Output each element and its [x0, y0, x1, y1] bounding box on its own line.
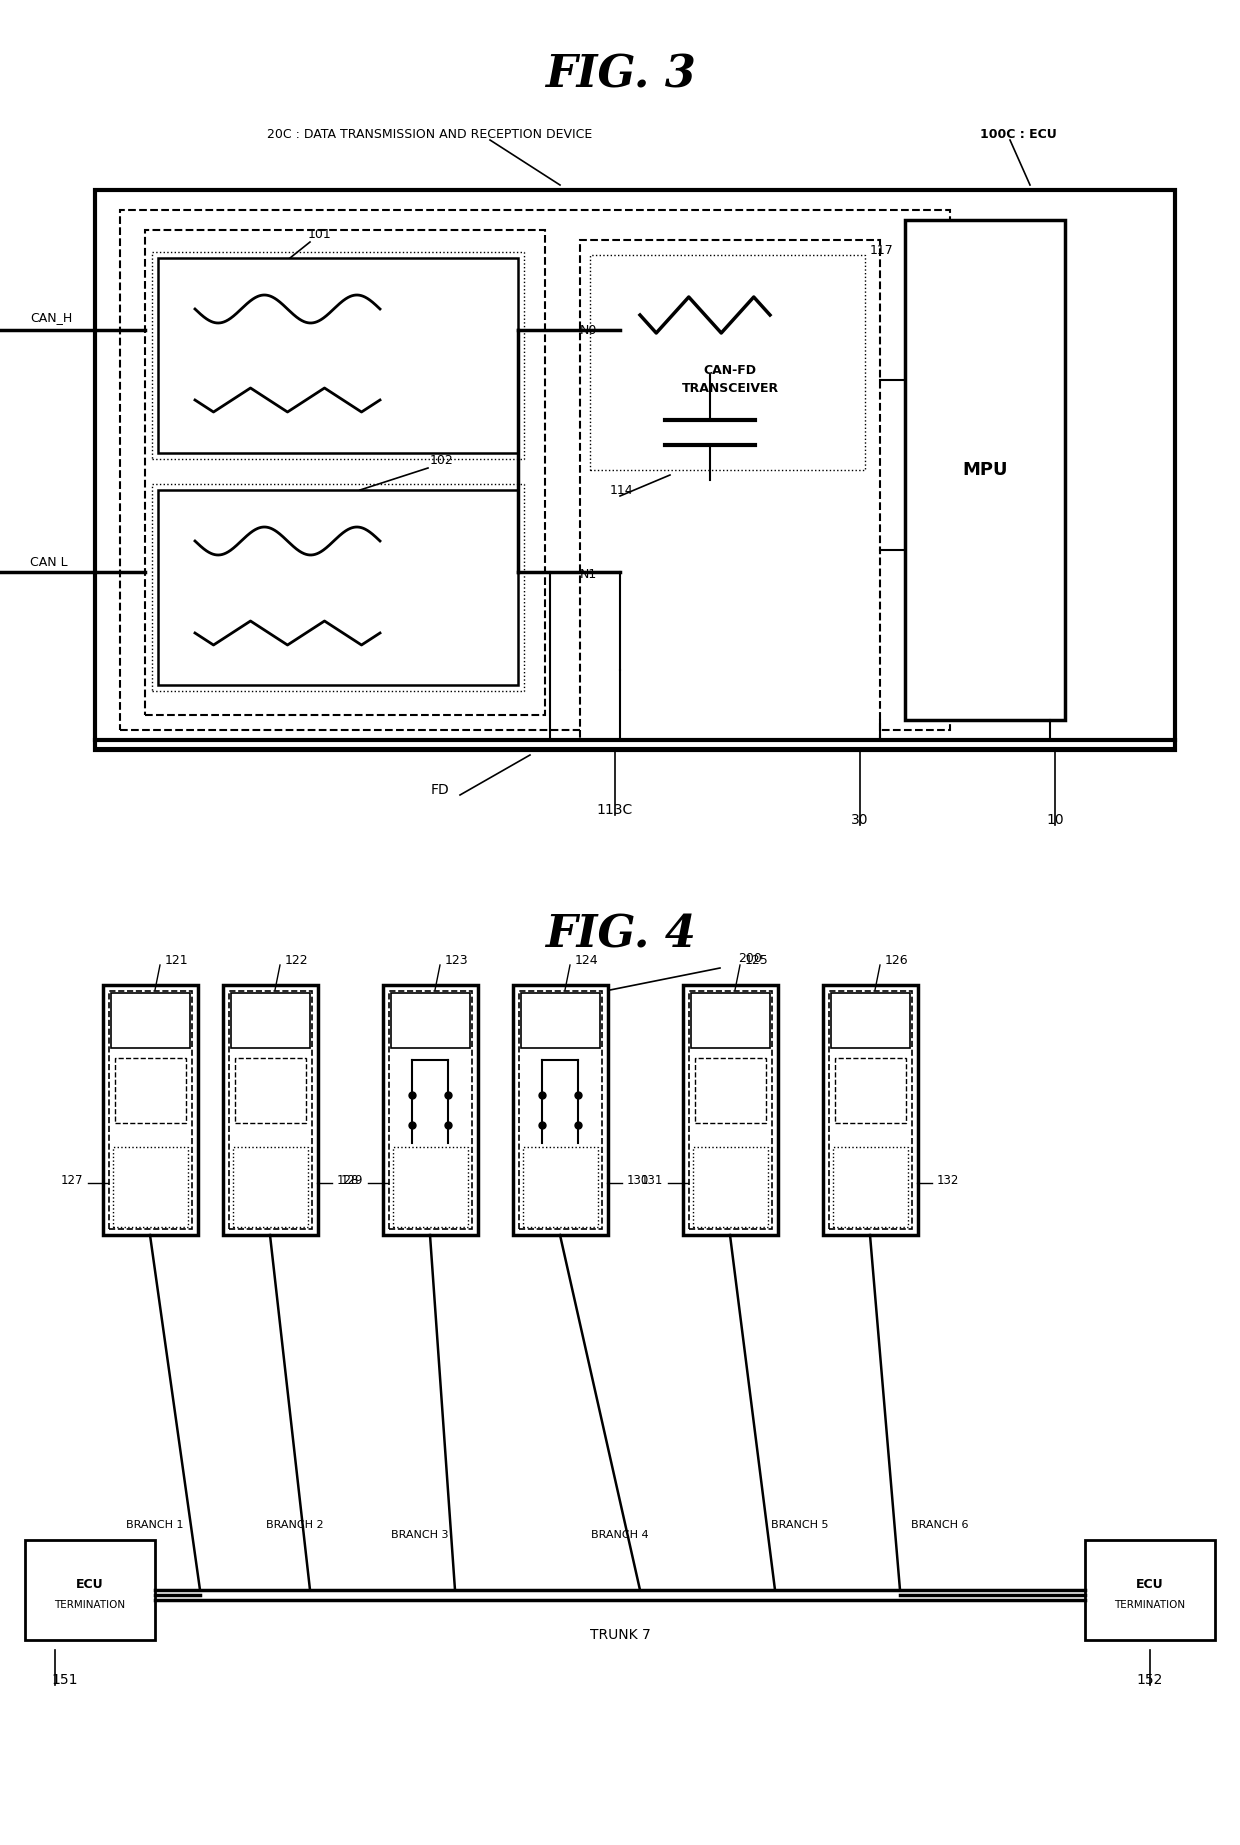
Bar — [112, 993, 190, 1048]
Text: 117: 117 — [870, 244, 894, 256]
Text: ECU: ECU — [76, 1579, 104, 1592]
Text: 127: 127 — [61, 1173, 83, 1186]
Text: FIG. 3: FIG. 3 — [544, 54, 696, 96]
Text: CAN-FD: CAN-FD — [703, 363, 756, 376]
Text: FD: FD — [430, 782, 449, 797]
Text: BRANCH 3: BRANCH 3 — [392, 1530, 449, 1541]
Bar — [830, 991, 911, 1229]
Bar — [157, 491, 518, 684]
Bar — [120, 210, 950, 731]
Text: 124: 124 — [575, 954, 599, 967]
Bar — [689, 991, 773, 1229]
Bar — [831, 993, 910, 1048]
Text: TRANSCEIVER: TRANSCEIVER — [682, 382, 779, 395]
Bar — [833, 1148, 908, 1227]
Bar — [389, 991, 472, 1229]
Bar — [229, 991, 312, 1229]
Bar — [233, 1148, 308, 1227]
Text: BRANCH 5: BRANCH 5 — [771, 1520, 828, 1530]
Bar — [383, 985, 477, 1234]
Bar — [905, 220, 1065, 720]
Bar — [835, 1057, 906, 1124]
Bar — [580, 240, 880, 740]
Text: 113C: 113C — [596, 803, 634, 817]
Text: 200: 200 — [738, 952, 761, 965]
Text: 30: 30 — [851, 814, 869, 827]
Text: BRANCH 2: BRANCH 2 — [267, 1520, 324, 1530]
Bar — [25, 1541, 155, 1640]
Bar — [393, 1148, 467, 1227]
Text: FIG. 4: FIG. 4 — [544, 913, 696, 956]
Text: 152: 152 — [1137, 1673, 1163, 1686]
Text: 126: 126 — [885, 954, 909, 967]
Bar — [153, 253, 525, 459]
Text: CAN_H: CAN_H — [30, 312, 72, 325]
Bar — [95, 190, 1176, 751]
Text: 123: 123 — [445, 954, 469, 967]
Text: 131: 131 — [641, 1173, 663, 1186]
Text: TERMINATION: TERMINATION — [55, 1600, 125, 1611]
Bar — [115, 1057, 186, 1124]
Bar — [590, 255, 866, 470]
Bar — [691, 993, 770, 1048]
Bar — [391, 993, 470, 1048]
Bar — [223, 985, 317, 1234]
Bar — [231, 993, 310, 1048]
Text: MPU: MPU — [962, 461, 1008, 480]
Bar — [103, 985, 198, 1234]
Text: 10: 10 — [1047, 814, 1064, 827]
Bar — [1085, 1541, 1215, 1640]
Bar — [520, 991, 601, 1229]
Text: 132: 132 — [937, 1173, 960, 1186]
Text: BRANCH 6: BRANCH 6 — [911, 1520, 968, 1530]
Bar — [145, 231, 546, 716]
Text: TRUNK 7: TRUNK 7 — [590, 1627, 650, 1642]
Text: 130: 130 — [627, 1173, 650, 1186]
Text: 102: 102 — [430, 454, 454, 467]
Bar — [523, 1148, 598, 1227]
Text: CAN L: CAN L — [30, 555, 68, 568]
Text: N1: N1 — [580, 568, 598, 581]
Bar — [236, 1057, 306, 1124]
Bar — [823, 985, 918, 1234]
Bar — [113, 1148, 188, 1227]
Bar — [513, 985, 608, 1234]
Text: 121: 121 — [165, 954, 188, 967]
Text: 129: 129 — [341, 1173, 363, 1186]
Bar — [521, 993, 600, 1048]
Bar — [157, 258, 518, 454]
Text: 100C : ECU: 100C : ECU — [980, 129, 1056, 142]
Text: 20C : DATA TRANSMISSION AND RECEPTION DEVICE: 20C : DATA TRANSMISSION AND RECEPTION DE… — [268, 129, 593, 142]
Bar — [683, 985, 777, 1234]
Text: 122: 122 — [285, 954, 309, 967]
Bar — [109, 991, 192, 1229]
Text: 128: 128 — [337, 1173, 360, 1186]
Text: 114: 114 — [610, 483, 634, 496]
Text: 151: 151 — [52, 1673, 78, 1686]
Text: 125: 125 — [745, 954, 769, 967]
Text: ECU: ECU — [1136, 1579, 1164, 1592]
Text: BRANCH 4: BRANCH 4 — [591, 1530, 649, 1541]
Bar — [694, 1057, 766, 1124]
Bar — [693, 1148, 768, 1227]
Text: TERMINATION: TERMINATION — [1115, 1600, 1185, 1611]
Text: N0: N0 — [580, 323, 598, 336]
Bar — [153, 483, 525, 692]
Text: 101: 101 — [308, 229, 332, 242]
Text: BRANCH 1: BRANCH 1 — [126, 1520, 184, 1530]
